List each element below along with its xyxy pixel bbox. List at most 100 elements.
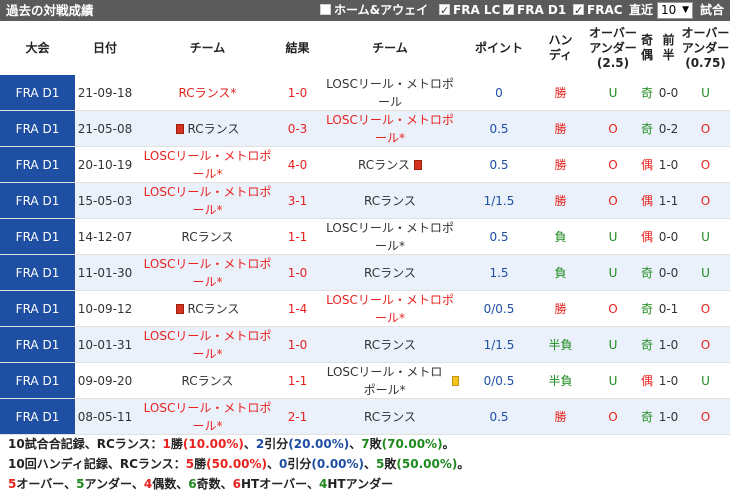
home-cell[interactable]: LOSCリール・メトロポール* <box>135 147 280 183</box>
away-team-name[interactable]: LOSCリール・メトロポール* <box>326 293 454 325</box>
ou2-cell: U <box>701 374 710 388</box>
header-score: 結果 <box>285 40 310 55</box>
home-cell[interactable]: LOSCリール・メトロポール* <box>135 399 280 435</box>
home-cell[interactable]: RCランス <box>135 291 280 327</box>
home-cell[interactable]: LOSCリール・メトロポール* <box>135 327 280 363</box>
score-cell[interactable]: 4-0 <box>287 158 308 172</box>
table-row: FRA D1 08-05-11 LOSCリール・メトロポール* 2-1 RCランス 0.5… <box>0 399 730 435</box>
league-cell[interactable]: FRA D1 <box>0 75 75 111</box>
score-cell[interactable]: 2-1 <box>287 410 308 424</box>
league-cell[interactable]: FRA D1 <box>0 219 75 255</box>
score-cell[interactable]: 3-1 <box>287 194 308 208</box>
ou-cell: O <box>608 194 618 208</box>
ou2-cell: O <box>700 194 711 208</box>
table-row: FRA D1 11-01-30 LOSCリール・メトロポール* 1-0 RCランス 1.5… <box>0 255 730 291</box>
table-row: FRA D1 21-09-18 RCランス* 1-0 LOSCリール・メトロポール 0 勝 U… <box>0 75 730 111</box>
away-team-name[interactable]: LOSCリール・メトロポール <box>326 77 454 109</box>
filter-fra-d1[interactable]: FRA D1 <box>503 2 566 19</box>
home-team-name[interactable]: RCランス <box>187 122 240 136</box>
league-cell[interactable]: FRA D1 <box>0 255 75 291</box>
filter-frac[interactable]: FRAC <box>573 2 623 19</box>
row-divider <box>0 326 730 327</box>
row-divider <box>0 218 730 219</box>
home-team-name[interactable]: RCランス <box>181 374 234 388</box>
point-cell: 0 <box>495 86 503 100</box>
away-team-name[interactable]: LOSCリール・メトロポール* <box>326 221 454 253</box>
score-cell[interactable]: 1-1 <box>287 374 308 388</box>
date-cell: 10-01-31 <box>77 338 133 352</box>
ou-cell: O <box>608 302 618 316</box>
date-cell: 15-05-03 <box>77 194 133 208</box>
point-cell: 0.5 <box>489 230 509 244</box>
home-team-name[interactable]: LOSCリール・メトロポール* <box>143 257 272 289</box>
filter-home-away[interactable]: ホーム&アウェイ <box>320 2 428 19</box>
ou-cell: U <box>608 374 618 388</box>
red-card-icon <box>175 124 184 134</box>
home-team-name[interactable]: LOSCリール・メトロポール* <box>143 149 272 181</box>
checkbox-icon[interactable] <box>320 4 331 15</box>
away-cell[interactable]: LOSCリール・メトロポール <box>315 75 465 111</box>
home-team-name[interactable]: RCランス* <box>178 86 237 100</box>
score-cell[interactable]: 0-3 <box>287 122 308 136</box>
home-team-name[interactable]: LOSCリール・メトロポール* <box>143 185 272 217</box>
checkbox-checked-icon[interactable] <box>573 2 584 19</box>
ou2-cell: U <box>701 266 710 280</box>
away-cell[interactable]: RCランス <box>315 327 465 363</box>
score-cell[interactable]: 1-0 <box>287 338 308 352</box>
half-cell: 1-0 <box>658 374 679 388</box>
point-cell: 1/1.5 <box>483 338 515 352</box>
league-cell[interactable]: FRA D1 <box>0 399 75 435</box>
filter-fra-lc[interactable]: FRA LC <box>439 2 500 19</box>
away-team-name[interactable]: LOSCリール・メトロポール* <box>326 365 443 397</box>
checkbox-checked-icon[interactable] <box>503 2 514 19</box>
home-cell[interactable]: LOSCリール・メトロポール* <box>135 255 280 291</box>
home-cell[interactable]: RCランス <box>135 363 280 399</box>
away-cell[interactable]: RCランス <box>315 399 465 435</box>
league-cell[interactable]: FRA D1 <box>0 147 75 183</box>
home-team-name[interactable]: LOSCリール・メトロポール* <box>143 401 272 433</box>
score-cell[interactable]: 1-4 <box>287 302 308 316</box>
league-cell[interactable]: FRA D1 <box>0 291 75 327</box>
header-handi: ハン ディ <box>548 33 573 62</box>
away-cell[interactable]: LOSCリール・メトロポール* <box>315 363 465 399</box>
away-cell[interactable]: RCランス <box>315 255 465 291</box>
away-team-name[interactable]: RCランス <box>364 410 416 424</box>
league-cell[interactable]: FRA D1 <box>0 111 75 147</box>
away-team-name[interactable]: RCランス <box>364 338 416 352</box>
row-divider <box>0 290 730 291</box>
half-cell: 0-0 <box>658 86 679 100</box>
score-cell[interactable]: 1-1 <box>287 230 308 244</box>
recent-count-select[interactable]: 10 ▼ <box>657 2 693 19</box>
away-cell[interactable]: LOSCリール・メトロポール* <box>315 291 465 327</box>
header-away-team: チーム <box>372 40 408 55</box>
home-team-name[interactable]: LOSCリール・メトロポール* <box>143 329 272 361</box>
away-team-name[interactable]: RCランス <box>358 158 410 172</box>
home-team-name[interactable]: RCランス <box>187 302 240 316</box>
table-row: FRA D1 14-12-07 RCランス 1-1 LOSCリール・メトロポール* 0.5… <box>0 219 730 255</box>
away-cell[interactable]: LOSCリール・メトロポール* <box>315 111 465 147</box>
home-cell[interactable]: RCランス* <box>135 75 280 111</box>
oe-cell: 奇 <box>640 122 653 136</box>
away-team-name[interactable]: RCランス <box>364 194 416 208</box>
score-cell[interactable]: 1-0 <box>287 266 308 280</box>
chevron-down-icon: ▼ <box>682 5 689 15</box>
header-odd-even: 奇 偶 <box>640 33 653 62</box>
away-cell[interactable]: RCランス <box>315 147 465 183</box>
score-cell[interactable]: 1-0 <box>287 86 308 100</box>
checkbox-checked-icon[interactable] <box>439 2 450 19</box>
home-cell[interactable]: LOSCリール・メトロポール* <box>135 183 280 219</box>
league-cell[interactable]: FRA D1 <box>0 183 75 219</box>
oe-cell: 奇 <box>640 338 653 352</box>
away-team-name[interactable]: LOSCリール・メトロポール* <box>326 113 454 145</box>
half-cell: 0-1 <box>658 302 679 316</box>
home-team-name[interactable]: RCランス <box>181 230 234 244</box>
league-cell[interactable]: FRA D1 <box>0 327 75 363</box>
away-cell[interactable]: RCランス <box>315 183 465 219</box>
handi-cell: 勝 <box>554 194 567 208</box>
ou-cell: U <box>608 86 618 100</box>
away-cell[interactable]: LOSCリール・メトロポール* <box>315 219 465 255</box>
away-team-name[interactable]: RCランス <box>364 266 416 280</box>
home-cell[interactable]: RCランス <box>135 219 280 255</box>
league-cell[interactable]: FRA D1 <box>0 363 75 399</box>
home-cell[interactable]: RCランス <box>135 111 280 147</box>
